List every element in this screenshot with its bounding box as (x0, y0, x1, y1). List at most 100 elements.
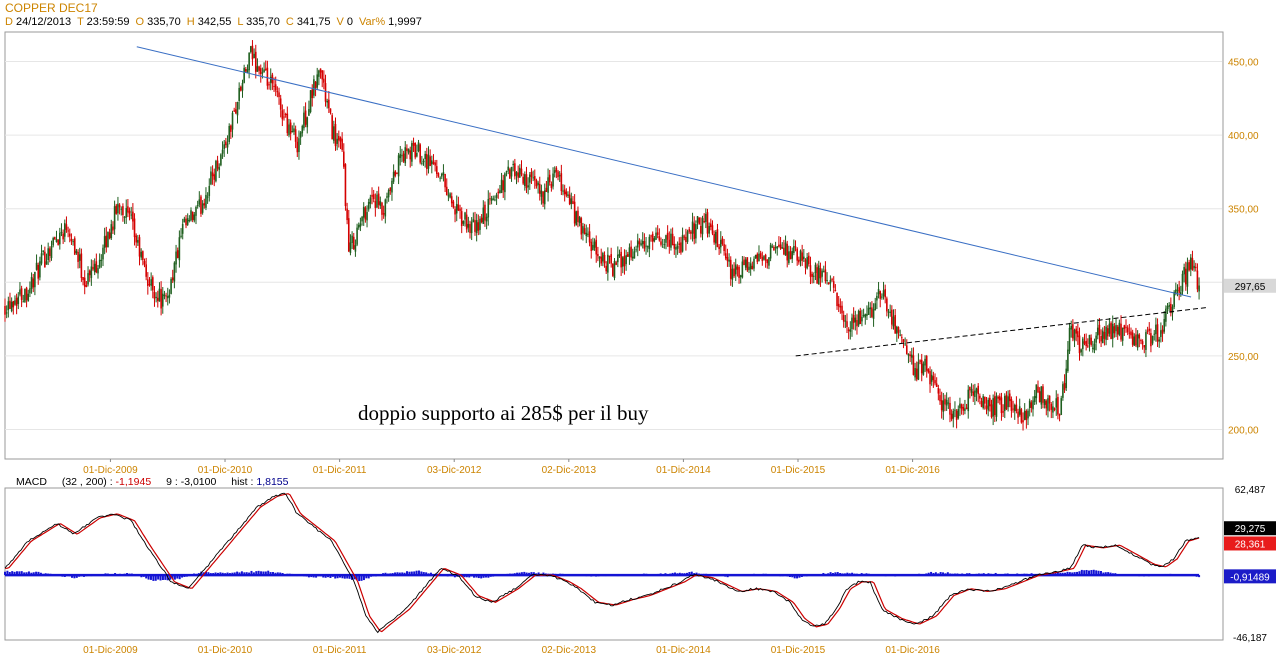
candle-body (708, 226, 710, 234)
candle-body (550, 183, 553, 188)
candle-body (666, 232, 669, 240)
candle-body (987, 399, 989, 411)
candle-body (829, 279, 832, 284)
candle-body (1012, 408, 1014, 410)
candle-body (1067, 349, 1069, 372)
candle-body (959, 403, 961, 409)
candle-body (1032, 400, 1034, 410)
candle-body (1088, 334, 1091, 345)
candle-body (213, 174, 216, 180)
candle-body (407, 148, 410, 153)
candle-body (196, 205, 199, 207)
candle-body (249, 46, 252, 52)
candle-body (1126, 327, 1129, 333)
candle-body (497, 191, 500, 194)
candle-body (37, 264, 40, 279)
candle-body (1110, 322, 1112, 339)
candle-body (1153, 333, 1156, 335)
candle-body (389, 187, 392, 191)
candle-body (236, 102, 239, 116)
candle-body (718, 246, 720, 250)
candle-body (477, 222, 480, 231)
candle-body (733, 268, 735, 277)
candle-body (972, 391, 975, 396)
candle-body (475, 220, 478, 234)
candle-body (24, 288, 26, 302)
candle-body (965, 407, 968, 409)
candle-body (705, 214, 707, 222)
candle-body (152, 277, 154, 291)
candle-body (851, 317, 853, 330)
candle-body (17, 296, 20, 304)
candle-body (1151, 335, 1154, 344)
macd-x-tick-label: 01-Dic-2010 (198, 645, 253, 656)
candle-body (102, 247, 104, 260)
candle-body (323, 78, 325, 83)
candle-body (751, 265, 754, 270)
candle-body (723, 244, 725, 252)
candle-body (223, 144, 226, 149)
candle-body (540, 190, 543, 197)
candle-body (1141, 341, 1144, 345)
candle-body (308, 109, 310, 116)
candle-body (1098, 324, 1101, 335)
candle-body (846, 321, 848, 328)
candle-body (749, 263, 752, 270)
macd-value-box (1224, 536, 1276, 551)
candle-body (60, 231, 63, 233)
candle-body (929, 371, 931, 385)
candle-body (660, 241, 662, 245)
candle-body (537, 182, 539, 186)
candle-body (30, 277, 33, 289)
candle-body (150, 279, 152, 286)
candle-body (63, 223, 66, 237)
candle-body (651, 233, 654, 242)
candle-body (691, 221, 694, 234)
candle-body (499, 190, 501, 194)
candle-body (542, 191, 544, 204)
candle-body (1075, 328, 1077, 334)
candle-body (1101, 330, 1104, 344)
candle-body (992, 398, 994, 417)
candle-body (944, 398, 946, 405)
candle-body (371, 194, 373, 197)
candle-body (226, 143, 229, 148)
candle-body (930, 374, 933, 382)
price-x-tick-label: 02-Dic-2013 (542, 465, 597, 476)
candle-body (1105, 326, 1107, 340)
candle-body (1148, 328, 1151, 331)
ohlc-value: 335,70 (144, 16, 181, 28)
candle-body (520, 168, 523, 175)
candle-body (886, 298, 888, 312)
candle-body (960, 404, 963, 409)
candle-body (171, 277, 174, 281)
candle-body (1196, 270, 1199, 290)
candle-body (29, 288, 31, 294)
candle-body (856, 319, 858, 327)
candle-body (231, 112, 234, 130)
candle-body (254, 51, 257, 72)
candle-body (935, 383, 938, 387)
candle-body (763, 256, 765, 260)
candle-body (170, 279, 172, 294)
candle-body (142, 251, 144, 261)
candle-body (342, 151, 345, 167)
candle-body (997, 396, 999, 399)
candle-body (1010, 399, 1013, 411)
candle-body (575, 211, 578, 226)
candle-body (374, 201, 377, 208)
candle-body (635, 249, 637, 251)
candle-body (633, 251, 636, 259)
candle-body (964, 408, 966, 411)
candle-body (615, 262, 617, 265)
candle-body (809, 265, 812, 277)
candle-body (1116, 326, 1119, 335)
candle-body (168, 294, 171, 298)
drawn-lines (136, 46, 1209, 357)
instrument-title: COPPER DEC17 (5, 1, 98, 15)
candle-body (362, 206, 365, 218)
candle-body (1037, 386, 1039, 392)
candle-body (221, 149, 224, 154)
candle-body (535, 180, 538, 187)
candle-body (553, 170, 556, 174)
